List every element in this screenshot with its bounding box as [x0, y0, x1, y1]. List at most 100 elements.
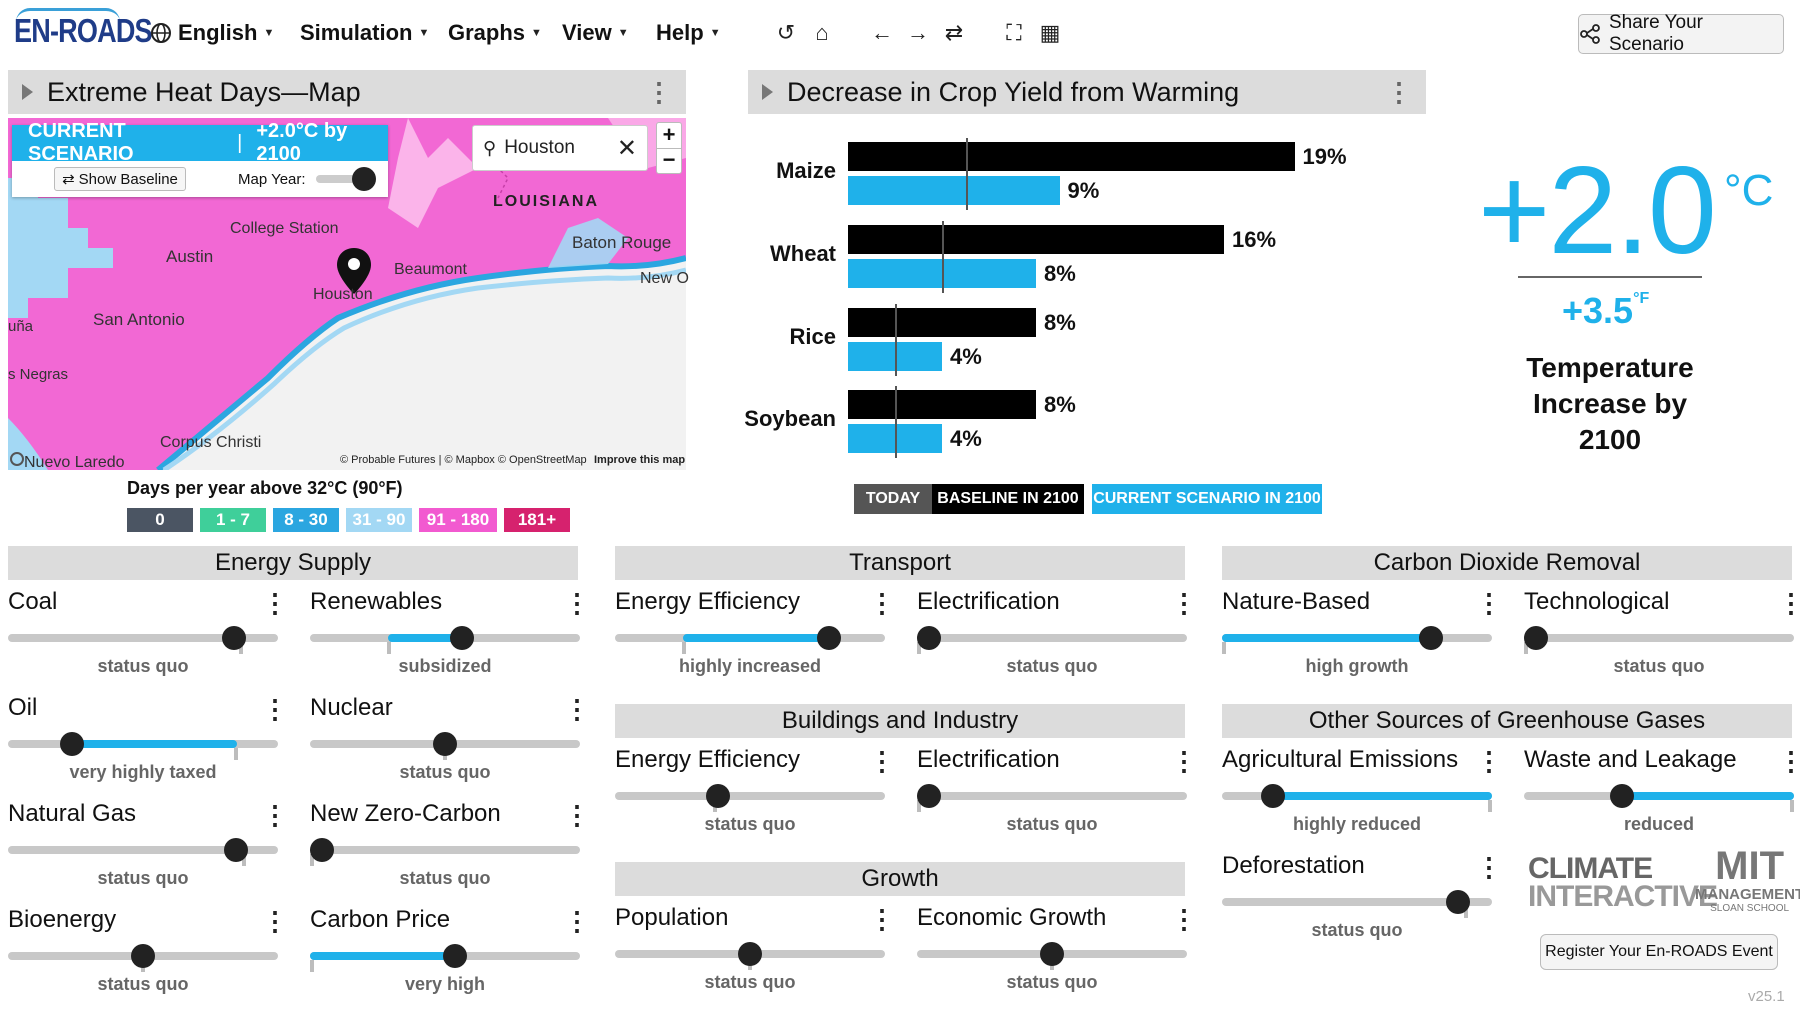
location-pin-icon[interactable] — [335, 246, 373, 301]
more-options-icon[interactable]: ⋮ — [564, 800, 590, 830]
slider-thumb[interactable] — [310, 838, 334, 862]
language-menu[interactable]: English ▼ — [150, 20, 274, 46]
view-menu[interactable]: View ▼ — [562, 20, 629, 46]
slider-track[interactable] — [917, 634, 1187, 642]
section-header-growth[interactable]: Growth — [615, 862, 1185, 896]
mapbox-logo-icon[interactable] — [10, 452, 24, 466]
more-options-icon[interactable]: ⋮ — [869, 904, 895, 934]
section-header-energy-supply[interactable]: Energy Supply — [8, 546, 578, 580]
register-event-button[interactable]: Register Your En-ROADS Event — [1540, 934, 1778, 970]
slider-thumb[interactable] — [738, 942, 762, 966]
more-options-icon[interactable]: ⋮ — [564, 906, 590, 936]
slider-thumb[interactable] — [433, 732, 457, 756]
slider-thumb[interactable] — [917, 626, 941, 650]
map-attribution[interactable]: © Probable Futures | © Mapbox © OpenStre… — [340, 454, 587, 466]
more-options-icon[interactable]: ⋮ — [1778, 588, 1800, 618]
slider-thumb[interactable] — [1524, 626, 1548, 650]
mit-sloan-logo[interactable]: MIT MANAGEMENT SLOAN SCHOOL — [1695, 846, 1800, 914]
slider-track[interactable] — [615, 792, 885, 800]
crop-bar-value: 8% — [1044, 392, 1076, 417]
map-year-toggle-knob[interactable] — [352, 167, 376, 191]
more-options-icon[interactable]: ⋮ — [1476, 588, 1502, 618]
slider-thumb[interactable] — [1040, 942, 1064, 966]
more-options-icon[interactable]: ⋮ — [1476, 852, 1502, 882]
temperature-value: +2.0 — [1478, 142, 1717, 280]
more-options-icon[interactable]: ⋮ — [564, 694, 590, 724]
section-header-buildings[interactable]: Buildings and Industry — [615, 704, 1185, 738]
map-panel-header[interactable]: Extreme Heat Days—Map ⋮ — [8, 70, 686, 114]
map-year-toggle[interactable] — [316, 175, 374, 183]
slider-track[interactable] — [1524, 634, 1794, 642]
crop-bar-baseline — [848, 308, 1036, 337]
slider-thumb[interactable] — [131, 944, 155, 968]
more-options-icon[interactable]: ⋮ — [1778, 746, 1800, 776]
crop-legend-item[interactable]: CURRENT SCENARIO IN 2100 — [1092, 484, 1322, 514]
close-icon[interactable]: ✕ — [616, 134, 637, 162]
slider-thumb[interactable] — [1261, 784, 1286, 808]
simulation-menu[interactable]: Simulation ▼ — [300, 20, 429, 46]
more-options-icon[interactable]: ⋮ — [1476, 746, 1502, 776]
slider-thumb[interactable] — [1610, 784, 1635, 808]
slider-status: status quo — [704, 972, 796, 992]
map-search[interactable]: ⚲ Houston ✕ — [472, 125, 648, 171]
slider-track[interactable] — [8, 634, 278, 642]
expand-icon[interactable] — [762, 84, 773, 100]
fullscreen-icon[interactable]: ⛶ — [1006, 20, 1022, 45]
more-options-icon[interactable]: ⋮ — [869, 588, 895, 618]
slider-track[interactable] — [310, 846, 580, 854]
section-header-transport[interactable]: Transport — [615, 546, 1185, 580]
temperature-label-line: 2100 — [1578, 424, 1642, 455]
back-icon[interactable]: ← — [871, 20, 893, 45]
more-options-icon[interactable]: ⋮ — [262, 694, 288, 724]
temperature-label-line: Temperature — [1526, 352, 1694, 383]
slider-thumb[interactable] — [59, 732, 84, 756]
crop-legend-item[interactable]: BASELINE IN 2100 — [932, 484, 1084, 514]
slider-thumb[interactable] — [706, 784, 731, 808]
crop-panel-header[interactable]: Decrease in Crop Yield from Warming ⋮ — [748, 70, 1426, 114]
show-baseline-button[interactable]: ⇄ Show Baseline — [54, 167, 186, 191]
slider-thumb[interactable] — [1445, 890, 1470, 914]
undo-icon[interactable]: ↺ — [776, 20, 796, 45]
home-icon[interactable]: ⌂ — [815, 20, 829, 45]
more-options-icon[interactable]: ⋮ — [646, 77, 672, 107]
zoom-in-icon[interactable]: + — [657, 123, 681, 149]
slider-label: Oil — [8, 694, 38, 721]
table-icon[interactable]: ▦ — [1039, 20, 1061, 45]
zoom-out-icon[interactable]: − — [662, 147, 676, 172]
slider-thumb[interactable] — [816, 626, 841, 650]
share-button[interactable]: Share Your Scenario — [1578, 12, 1784, 55]
more-options-icon[interactable]: ⋮ — [1386, 77, 1412, 107]
interactive-logo-text: INTERACTIVE — [1528, 880, 1718, 913]
en-roads-logo[interactable]: EN-ROADS — [14, 12, 153, 49]
slider-track[interactable] — [917, 792, 1187, 800]
graphs-menu[interactable]: Graphs ▼ — [448, 20, 542, 46]
help-menu[interactable]: Help ▼ — [656, 20, 721, 46]
slider-label: Energy Efficiency — [615, 746, 800, 773]
more-options-icon[interactable]: ⋮ — [564, 588, 590, 618]
more-options-icon[interactable]: ⋮ — [262, 800, 288, 830]
slider-thumb[interactable] — [224, 838, 249, 862]
compare-icon[interactable]: ⇄ — [944, 20, 964, 45]
more-options-icon[interactable]: ⋮ — [1171, 904, 1197, 934]
more-options-icon[interactable]: ⋮ — [1171, 746, 1197, 776]
search-input[interactable]: Houston — [504, 137, 575, 158]
slider-thumb[interactable] — [917, 784, 941, 808]
forward-icon[interactable]: → — [907, 20, 929, 45]
crop-legend-item[interactable]: TODAY — [854, 484, 932, 514]
slider-thumb[interactable] — [222, 626, 247, 650]
more-options-icon[interactable]: ⋮ — [869, 746, 895, 776]
slider-thumb[interactable] — [1418, 626, 1443, 650]
more-options-icon[interactable]: ⋮ — [262, 906, 288, 936]
expand-icon[interactable] — [22, 84, 33, 100]
climate-interactive-logo[interactable]: CLIMATE INTERACTIVE — [1528, 852, 1718, 914]
section-header-cdr[interactable]: Carbon Dioxide Removal — [1222, 546, 1792, 580]
improve-map-link[interactable]: Improve this map — [594, 454, 686, 466]
section-header-other-ghg[interactable]: Other Sources of Greenhouse Gases — [1222, 704, 1792, 738]
map-label-san-antonio: San Antonio — [93, 310, 185, 329]
slider-track[interactable] — [8, 846, 278, 854]
more-options-icon[interactable]: ⋮ — [1171, 588, 1197, 618]
slider-track[interactable] — [1222, 898, 1492, 906]
slider-thumb[interactable] — [450, 626, 475, 650]
slider-thumb[interactable] — [442, 944, 467, 968]
more-options-icon[interactable]: ⋮ — [262, 588, 288, 618]
